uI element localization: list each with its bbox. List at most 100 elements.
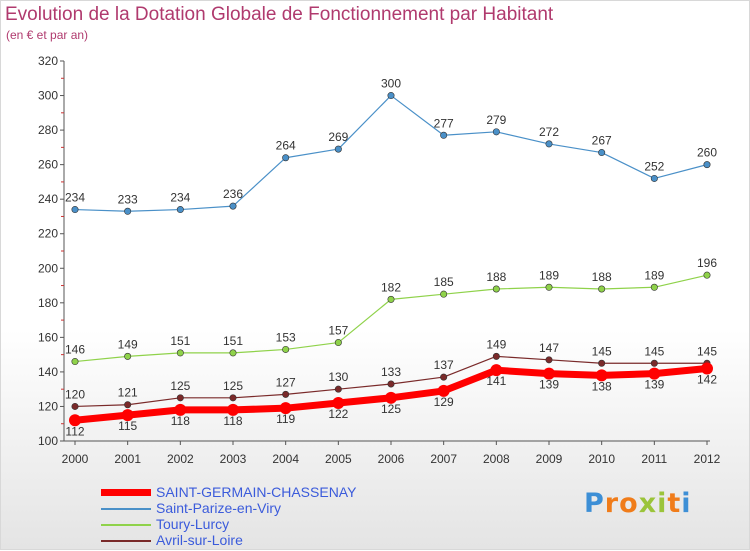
data-point-1: [124, 207, 132, 215]
legend-item-avril-sur-loire: Avril-sur-Loire: [101, 532, 461, 549]
data-point-2: [71, 358, 79, 366]
data-point-3: [124, 401, 132, 409]
legend-swatch-saint-parize-en-viry: [101, 508, 151, 510]
x-tick-label: 2004: [272, 452, 299, 466]
y-tick-label: 220: [38, 227, 58, 241]
data-label-3: 127: [276, 375, 296, 389]
data-point-0: [174, 403, 187, 416]
x-tick-label: 2001: [114, 452, 141, 466]
y-tick-label: 240: [38, 192, 58, 206]
x-tick-label: 2010: [588, 452, 615, 466]
data-label-1: 260: [697, 146, 717, 160]
data-label-1: 236: [223, 187, 243, 201]
data-label-2: 146: [65, 343, 85, 357]
data-point-3: [334, 385, 342, 393]
data-label-3: 137: [434, 358, 454, 372]
data-label-3: 149: [486, 337, 506, 351]
data-point-2: [650, 283, 658, 291]
data-point-1: [282, 154, 290, 162]
x-tick-label: 2011: [641, 452, 667, 466]
data-point-0: [69, 414, 81, 427]
legend-swatch-toury-lurcy: [101, 524, 151, 526]
data-label-0: 138: [592, 379, 612, 393]
data-label-0: 129: [434, 395, 454, 409]
legend-swatch-saint-germain-chassenay: [101, 489, 151, 496]
data-label-2: 151: [223, 334, 243, 348]
data-point-2: [492, 285, 500, 293]
x-tick-label: 2005: [325, 452, 352, 466]
data-point-0: [543, 367, 555, 380]
data-label-0: 112: [65, 424, 84, 438]
data-point-1: [440, 131, 448, 139]
data-point-1: [387, 92, 395, 100]
y-tick-label: 160: [38, 330, 58, 344]
y-tick-label: 260: [38, 158, 58, 172]
data-label-2: 188: [486, 270, 506, 284]
data-point-3: [282, 390, 290, 398]
data-point-1: [545, 140, 553, 148]
y-tick-label: 320: [38, 54, 58, 68]
data-label-3: 120: [65, 387, 85, 401]
data-label-0: 125: [381, 402, 401, 416]
legend-label-toury-lurcy: Toury-Lurcy: [156, 516, 230, 532]
data-point-3: [650, 359, 658, 367]
legend-item-toury-lurcy: Toury-Lurcy: [101, 516, 461, 533]
x-tick-label: 2006: [378, 452, 405, 466]
y-tick-label: 280: [38, 123, 58, 137]
data-point-0: [701, 362, 713, 375]
data-label-2: 188: [592, 270, 612, 284]
data-point-0: [279, 402, 292, 415]
x-tick-label: 2012: [694, 452, 721, 466]
data-point-2: [282, 345, 290, 353]
data-point-1: [598, 149, 606, 157]
y-tick-label: 140: [38, 365, 58, 379]
data-point-1: [650, 174, 658, 182]
data-label-0: 142: [697, 372, 717, 386]
data-point-0: [648, 367, 661, 380]
x-tick-label: 2000: [62, 452, 89, 466]
x-tick-label: 2009: [536, 452, 563, 466]
y-tick-label: 100: [38, 434, 58, 448]
data-point-3: [229, 394, 237, 402]
data-label-2: 157: [328, 324, 348, 338]
data-label-1: 233: [118, 192, 138, 206]
data-label-1: 279: [486, 113, 506, 127]
data-point-1: [71, 206, 79, 214]
data-label-3: 133: [381, 365, 401, 379]
data-point-2: [440, 290, 448, 298]
data-label-1: 272: [539, 125, 559, 139]
data-label-0: 141: [486, 374, 506, 388]
data-point-3: [492, 352, 500, 360]
data-label-3: 145: [697, 344, 717, 358]
data-label-3: 125: [223, 379, 243, 393]
data-label-3: 145: [644, 344, 664, 358]
data-label-0: 139: [644, 378, 664, 392]
data-point-2: [229, 349, 237, 357]
y-tick-label: 180: [38, 296, 58, 310]
data-label-0: 122: [328, 407, 348, 421]
data-label-2: 182: [381, 280, 401, 294]
data-point-3: [387, 380, 395, 388]
data-point-3: [176, 394, 184, 402]
data-point-1: [703, 161, 711, 169]
data-point-3: [545, 356, 553, 364]
data-point-3: [598, 359, 606, 367]
data-label-0: 139: [539, 378, 559, 392]
data-label-1: 264: [276, 139, 296, 153]
chart-subtitle: (en € et par an): [6, 28, 89, 42]
legend: SAINT-GERMAIN-CHASSENAY Saint-Parize-en-…: [101, 484, 461, 549]
data-point-3: [71, 402, 79, 410]
data-label-1: 269: [328, 130, 348, 144]
data-point-2: [334, 339, 342, 347]
data-label-0: 119: [276, 412, 295, 426]
data-label-2: 153: [276, 330, 296, 344]
data-point-0: [227, 403, 239, 416]
legend-label-saint-parize-en-viry: Saint-Parize-en-Viry: [156, 500, 282, 516]
x-tick-label: 2002: [167, 452, 194, 466]
data-point-0: [332, 397, 345, 409]
data-point-3: [440, 373, 448, 381]
data-label-1: 234: [65, 191, 85, 205]
chart-title: Evolution de la Dotation Globale de Fonc…: [5, 4, 554, 25]
data-label-3: 130: [328, 370, 348, 384]
